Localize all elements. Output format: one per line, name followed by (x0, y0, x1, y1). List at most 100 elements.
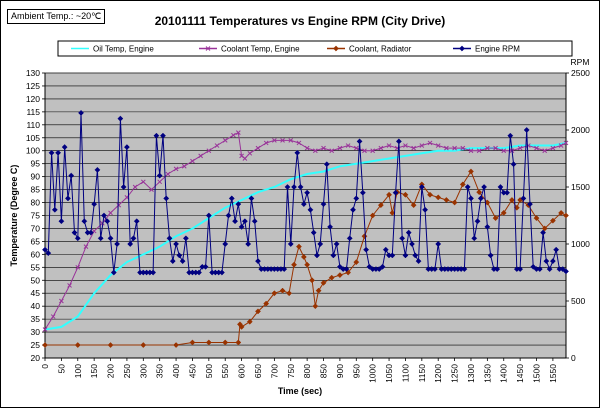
data-point-coolant-temp-engine (558, 143, 564, 148)
data-point-engine-rpm (356, 138, 363, 145)
data-point-coolant-radiator (402, 191, 409, 198)
legend-box (57, 40, 573, 57)
data-point-engine-rpm (160, 132, 166, 139)
data-point-engine-rpm (504, 189, 510, 196)
data-point-engine-rpm (484, 223, 491, 230)
data-point-coolant-radiator (389, 209, 396, 216)
data-point-coolant-radiator (205, 339, 212, 346)
y-tick-label: 25 (31, 340, 41, 350)
data-point-engine-rpm (48, 149, 55, 156)
data-point-coolant-temp-engine (501, 148, 507, 154)
data-point-engine-rpm (104, 218, 111, 225)
data-point-coolant-temp-engine-b (493, 145, 498, 151)
data-point-coolant-temp-engine-b (75, 264, 81, 270)
data-point-engine-rpm (327, 223, 334, 230)
data-point-coolant-radiator (246, 318, 253, 325)
x-tick-label: 1350 (482, 364, 492, 383)
data-point-coolant-temp-engine-b (235, 130, 241, 135)
data-point-coolant-radiator (107, 342, 114, 348)
y-tick-label: 110 (26, 120, 40, 130)
data-point-coolant-radiator (410, 202, 417, 209)
data-point-coolant-radiator (295, 243, 302, 250)
data-point-engine-rpm (114, 241, 121, 247)
data-point-engine-rpm (176, 252, 183, 259)
data-point-engine-rpm (323, 161, 330, 168)
data-point-engine-rpm (101, 212, 107, 219)
data-point-coolant-temp-engine-b (329, 148, 335, 154)
data-point-coolant-temp-engine-b (427, 140, 433, 146)
data-point-engine-rpm (153, 132, 160, 139)
data-point-engine-rpm (461, 266, 468, 273)
data-point-coolant-temp-engine-b (444, 145, 449, 151)
x-tick-label: 650 (253, 364, 263, 378)
x-tick-label: 750 (286, 364, 296, 378)
data-point-engine-rpm (173, 241, 180, 247)
data-point-coolant-temp-engine (42, 327, 48, 332)
data-point-coolant-radiator (459, 181, 466, 188)
data-point-engine-rpm (169, 258, 176, 265)
data-point-engine-rpm (307, 206, 314, 213)
data-point-engine-rpm (389, 252, 396, 259)
data-point-engine-rpm (431, 266, 438, 273)
data-point-coolant-temp-engine-b (411, 145, 416, 151)
chart-title: 20101111 Temperatures vs Engine RPM (Cit… (155, 14, 446, 28)
data-point-coolant-radiator (386, 191, 393, 198)
x-tick-label: 1500 (532, 364, 542, 383)
data-point-engine-rpm (179, 258, 186, 265)
data-point-coolant-temp-engine (242, 156, 248, 161)
data-point-engine-rpm (202, 263, 209, 270)
data-point-engine-rpm (182, 235, 189, 242)
x-tick-label: 800 (302, 364, 312, 378)
data-point-engine-rpm (218, 269, 225, 276)
data-point-coolant-temp-engine-b (296, 140, 302, 146)
data-point-coolant-temp-engine (190, 158, 195, 164)
data-point-coolant-temp-engine-b (542, 148, 548, 154)
data-point-coolant-radiator (533, 215, 540, 222)
x-tick-label: 200 (106, 364, 116, 378)
data-point-engine-rpm (291, 184, 297, 190)
data-point-coolant-temp-engine (427, 140, 433, 146)
data-point-engine-rpm (64, 195, 71, 202)
y-tick-label: 30 (31, 327, 41, 337)
data-point-coolant-temp-engine (206, 148, 212, 154)
data-point-engine-rpm (284, 184, 291, 190)
data-point-engine-rpm (527, 201, 533, 208)
data-point-engine-rpm (395, 138, 402, 145)
data-point-coolant-temp-engine (157, 179, 163, 185)
data-point-engine-rpm (166, 235, 173, 242)
data-point-coolant-temp-engine (419, 143, 425, 148)
data-point-engine-rpm (487, 252, 494, 259)
data-point-engine-rpm (415, 258, 422, 265)
data-point-coolant-temp-engine-b (304, 145, 310, 151)
data-point-coolant-temp-engine-b (181, 163, 187, 169)
data-point-coolant-temp-engine-b (263, 140, 269, 146)
y-tick-label: 80 (31, 198, 41, 208)
data-point-coolant-temp-engine (337, 145, 343, 151)
data-point-engine-rpm (304, 189, 311, 196)
data-point-coolant-temp-engine-b (280, 138, 285, 143)
data-point-coolant-radiator (222, 339, 229, 346)
x-tick-label: 400 (171, 364, 181, 378)
data-point-coolant-temp-engine-b (435, 143, 441, 148)
data-point-coolant-temp-engine-b (132, 184, 138, 190)
data-point-coolant-temp-engine-b (99, 220, 105, 226)
data-point-engine-rpm (343, 266, 350, 273)
y-tick-label: 60 (31, 249, 41, 259)
data-point-coolant-temp-engine (116, 202, 122, 208)
data-point-engine-rpm (418, 184, 425, 190)
data-point-coolant-radiator (369, 212, 376, 219)
data-point-engine-rpm (45, 250, 52, 257)
data-point-coolant-radiator (235, 339, 242, 346)
data-point-engine-rpm (123, 144, 130, 151)
data-point-coolant-temp-engine (198, 153, 203, 159)
data-point-coolant-temp-engine-b (231, 132, 236, 138)
data-point-engine-rpm (468, 195, 474, 202)
data-point-engine-rpm (97, 235, 104, 242)
y-tick-label: 75 (31, 211, 41, 221)
data-point-coolant-temp-engine (263, 140, 269, 146)
x-tick-label: 1250 (450, 364, 460, 383)
legend-marker-1 (205, 46, 211, 51)
data-point-coolant-radiator (468, 168, 474, 175)
data-point-coolant-temp-engine-b (140, 179, 146, 185)
